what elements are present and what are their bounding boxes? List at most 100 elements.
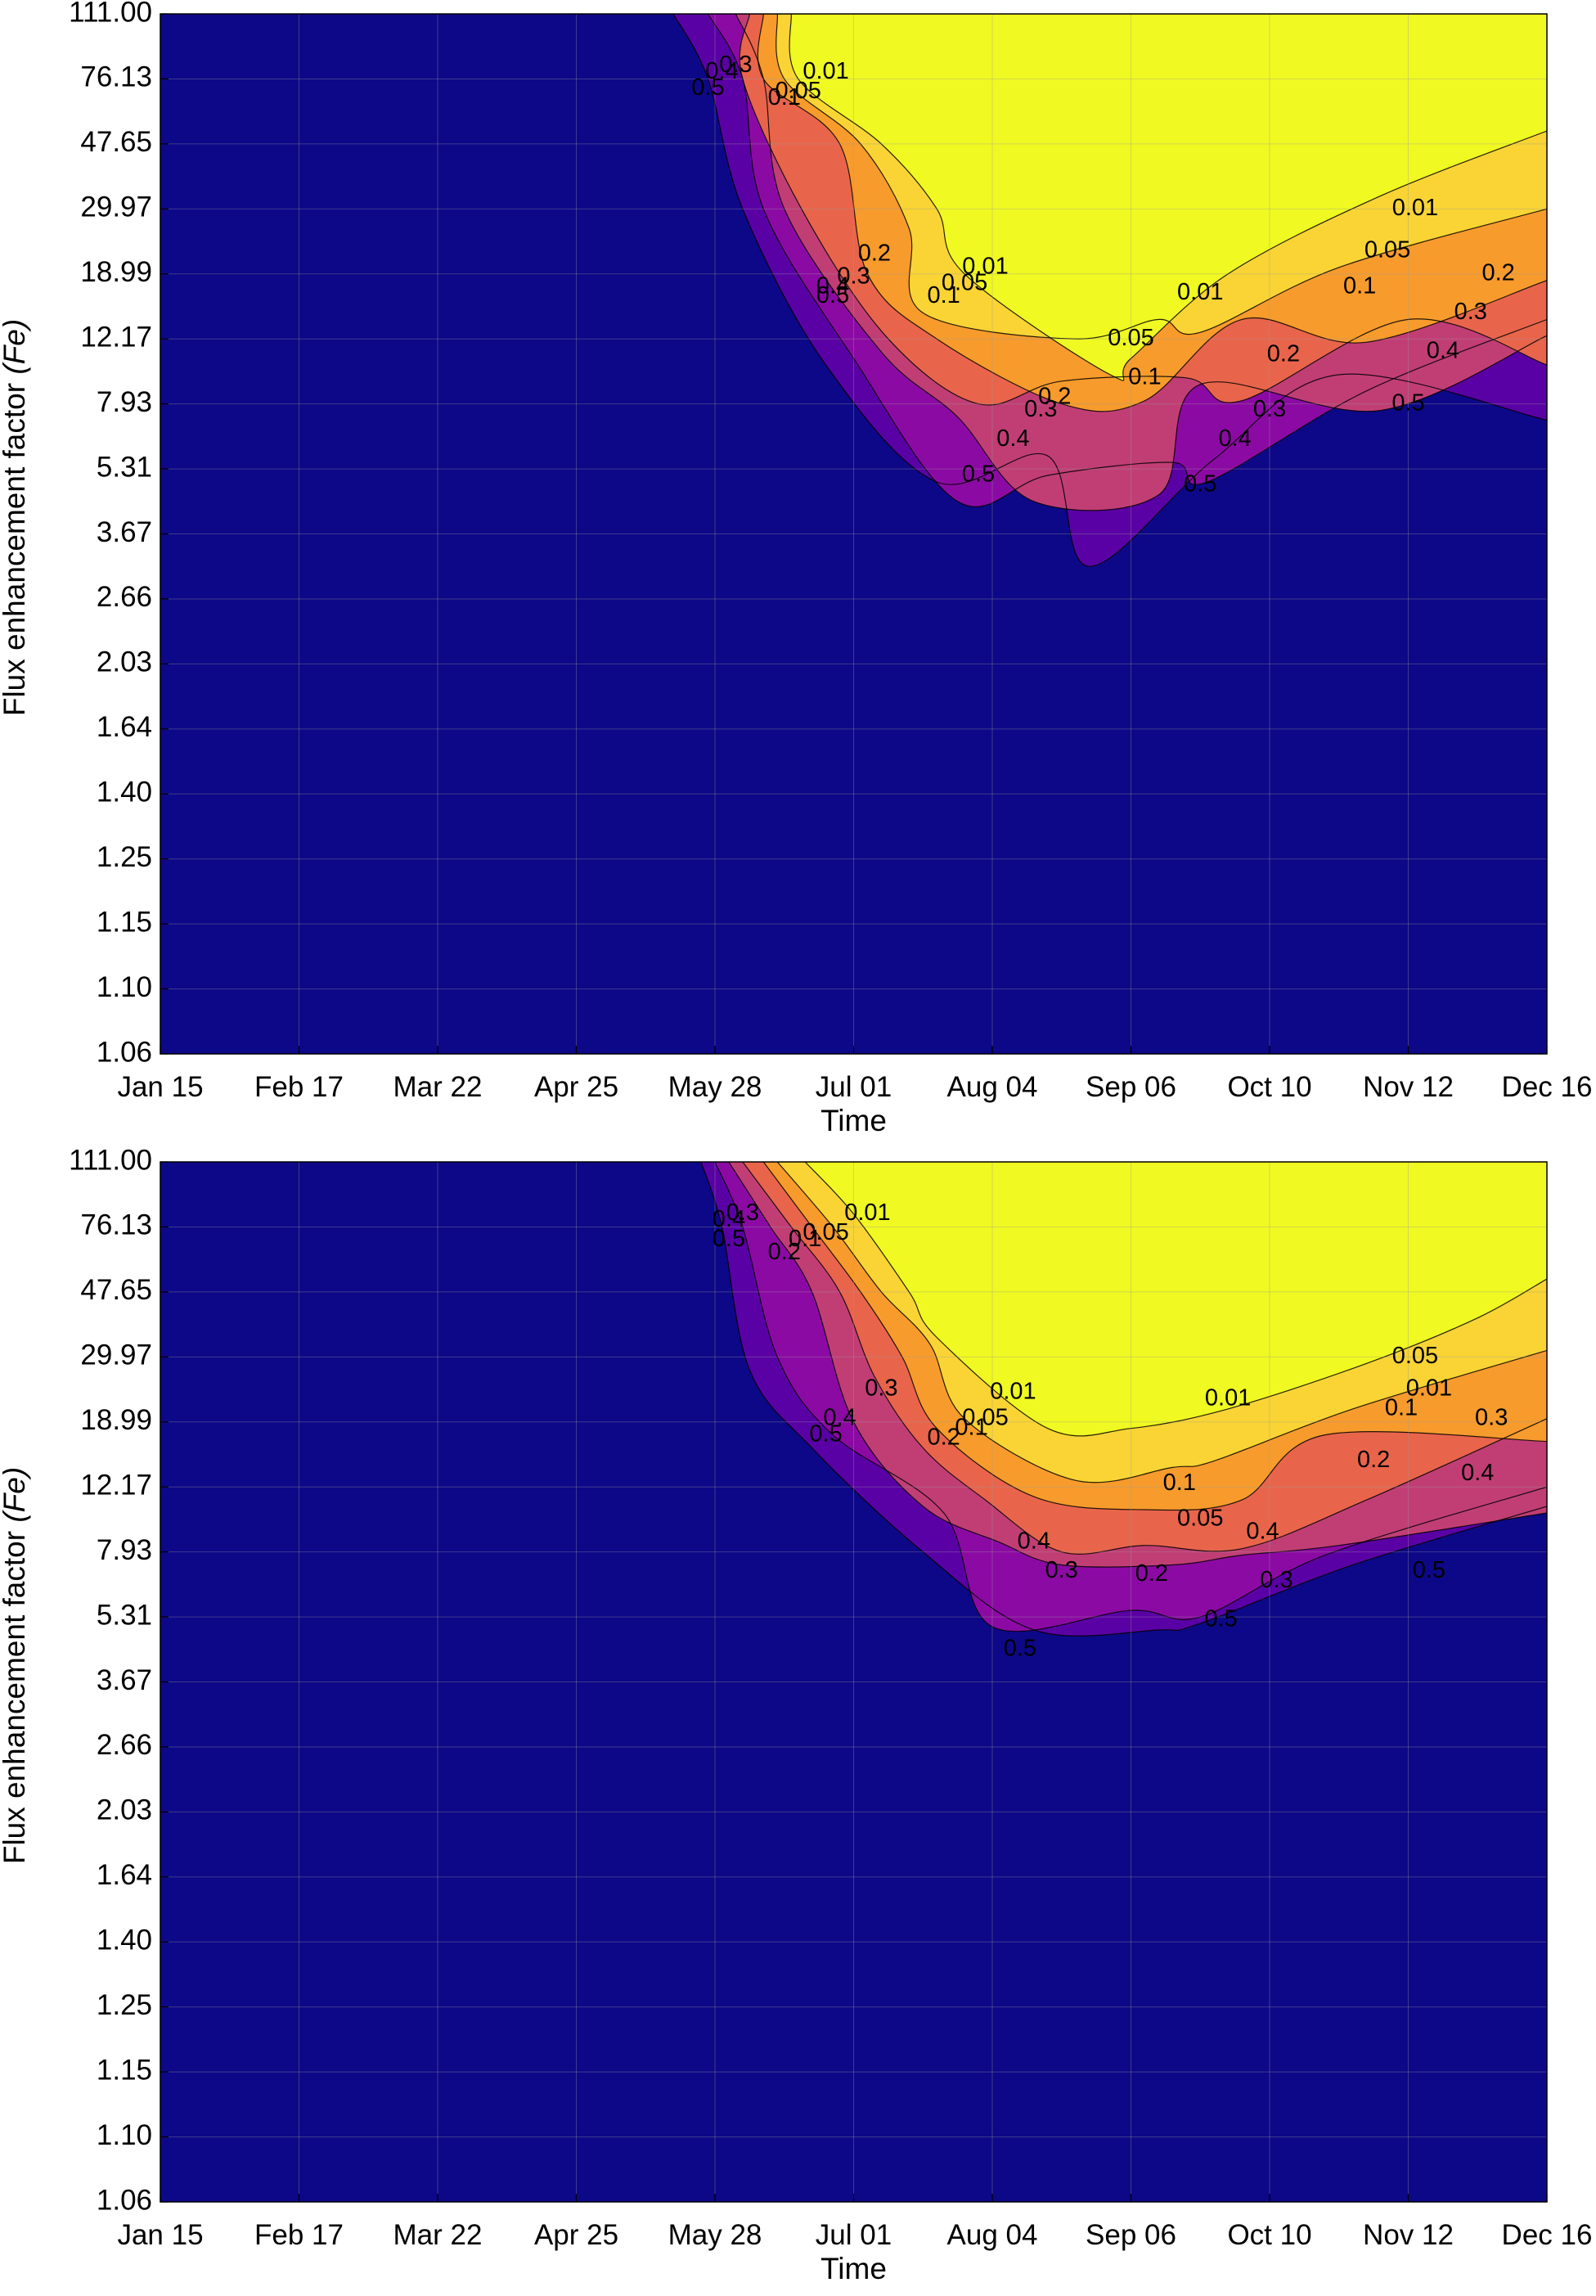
contour-line-0.5 [700,1162,1547,1636]
x-axis-title: Time [820,2252,887,2285]
contour-label: 0.3 [719,52,752,78]
contour-label: 0.1 [768,84,801,110]
x-tick-label: Jul 01 [816,1071,892,1103]
contour-label: 0.3 [1260,1567,1293,1593]
contour-label: 0.2 [768,1239,801,1265]
contour-label: 0.01 [1406,1375,1452,1402]
contour-label: 0.5 [713,1226,745,1252]
y-tick-label: 1.40 [97,777,152,808]
contour-label: 0.1 [789,1226,821,1252]
contour-label: 0.3 [1454,299,1487,325]
y-tick-label: 12.17 [80,321,152,353]
contour-label: 0.5 [1184,471,1216,497]
contour-line-0.2 [742,1162,1547,1555]
y-tick-label: 5.31 [97,451,152,483]
contour-label: 0.05 [1364,237,1410,263]
y-tick-label: 47.65 [80,126,152,158]
contour-region-0.01 [805,1162,1547,1436]
contour-line-0.1 [757,14,1547,412]
contour-label: 0.01 [1177,279,1223,305]
contour-label: 0.2 [1482,259,1515,286]
contour-line-0.3 [735,14,1547,511]
contour-label: 0.01 [962,253,1008,279]
contour-label: 0.01 [802,58,848,84]
y-tick-label: 76.13 [80,1209,152,1241]
contour-label: 0.2 [1038,383,1071,409]
contour-line-0.4 [714,1162,1547,1632]
contour-label: 0.05 [775,78,820,104]
x-tick-label: Aug 04 [947,2219,1038,2251]
plot-area: 0.010.050.10.20.30.40.50.30.40.50.010.05… [160,1162,1547,2202]
y-tick-label: 76.13 [80,61,152,93]
y-tick-label: 1.06 [97,2184,152,2216]
x-tick-label: Jan 15 [117,1071,203,1103]
x-tick-label: Sep 06 [1086,2219,1176,2251]
contour-label: 0.3 [726,1200,759,1226]
x-tick-label: Mar 22 [393,1071,483,1103]
y-axis-title: Flux enhancement factor (Fe) [0,1467,31,1864]
y-tick-label: 111.00 [69,0,152,28]
contour-label: 0.5 [1205,1606,1238,1632]
x-tick-label: Jul 01 [816,2219,892,2251]
contour-line-0.1 [762,1162,1547,1511]
y-tick-label: 1.15 [97,906,152,938]
contour-label: 0.2 [858,241,891,267]
contour-label: 0.01 [1205,1385,1251,1411]
contour-label: 0.4 [1246,1518,1279,1544]
x-tick-label: Feb 17 [254,2219,344,2251]
y-tick-label: 1.25 [97,1989,152,2021]
contour-label: 0.05 [1392,1343,1438,1369]
contour-plot-top-svg: 0.010.050.10.30.40.50.20.30.40.50.010.05… [0,0,1593,1137]
y-tick-label: 2.03 [97,646,152,678]
y-tick-label: 47.65 [80,1274,152,1306]
contour-label: 0.05 [1108,325,1153,351]
contour-line-0.01 [789,14,1547,381]
y-tick-label: 5.31 [97,1599,152,1631]
x-axis-title: Time [820,1104,887,1137]
x-tick-label: May 28 [668,2219,762,2251]
contour-label: 0.1 [1128,364,1161,390]
contour-label: 0.5 [1413,1557,1445,1583]
grid [160,14,1547,1054]
x-tick-label: Apr 25 [534,2219,618,2251]
contour-region-0.01 [789,14,1547,381]
contour-label: 0.4 [996,425,1029,452]
y-tick-label: 18.99 [80,256,152,288]
contour-line-0.05 [776,1162,1547,1483]
x-tick-label: Dec 16 [1502,1071,1593,1103]
y-tick-label: 2.66 [97,1729,152,1761]
contour-label: 0.5 [809,1420,842,1447]
contour-label: 0.3 [1475,1404,1508,1430]
contour-plot-bottom-svg: 0.010.050.10.20.30.40.50.30.40.50.010.05… [0,1144,1592,2285]
y-tick-label: 1.64 [97,711,152,743]
y-tick-label: 111.00 [69,1144,152,1176]
x-tick-label: Jan 15 [117,2219,203,2251]
x-tick-label: Nov 12 [1363,1071,1454,1103]
contour-line-0.01 [804,1162,1547,1437]
contour-label: 0.4 [816,272,849,299]
contour-label: 0.3 [1024,396,1057,422]
y-tick-label: 1.25 [97,841,152,873]
x-tick-label: Mar 22 [393,2219,483,2251]
contour-label: 0.01 [844,1200,890,1226]
y-tick-label: 1.10 [97,2119,152,2151]
y-tick-label: 1.10 [97,971,152,1003]
x-tick-label: Apr 25 [534,1071,618,1103]
contour-label: 0.5 [962,461,995,488]
y-tick-label: 3.67 [97,516,152,548]
y-tick-label: 18.99 [80,1404,152,1436]
y-tick-label: 29.97 [80,191,152,223]
y-tick-label: 1.64 [97,1859,152,1891]
contour-label: 0.05 [1177,1506,1223,1532]
contour-label: 0.1 [1343,272,1376,299]
x-tick-label: Sep 06 [1086,1071,1176,1103]
contour-label: 0.05 [962,1404,1008,1430]
contour-label: 0.01 [1392,195,1438,221]
grid [160,1162,1547,2202]
x-tick-label: Feb 17 [254,1071,344,1103]
contour-label: 0.2 [928,1424,960,1450]
y-tick-label: 1.15 [97,2054,152,2086]
contour-label: 0.4 [1218,425,1251,452]
contour-label: 0.3 [865,1375,897,1402]
contour-label: 0.3 [837,263,870,289]
